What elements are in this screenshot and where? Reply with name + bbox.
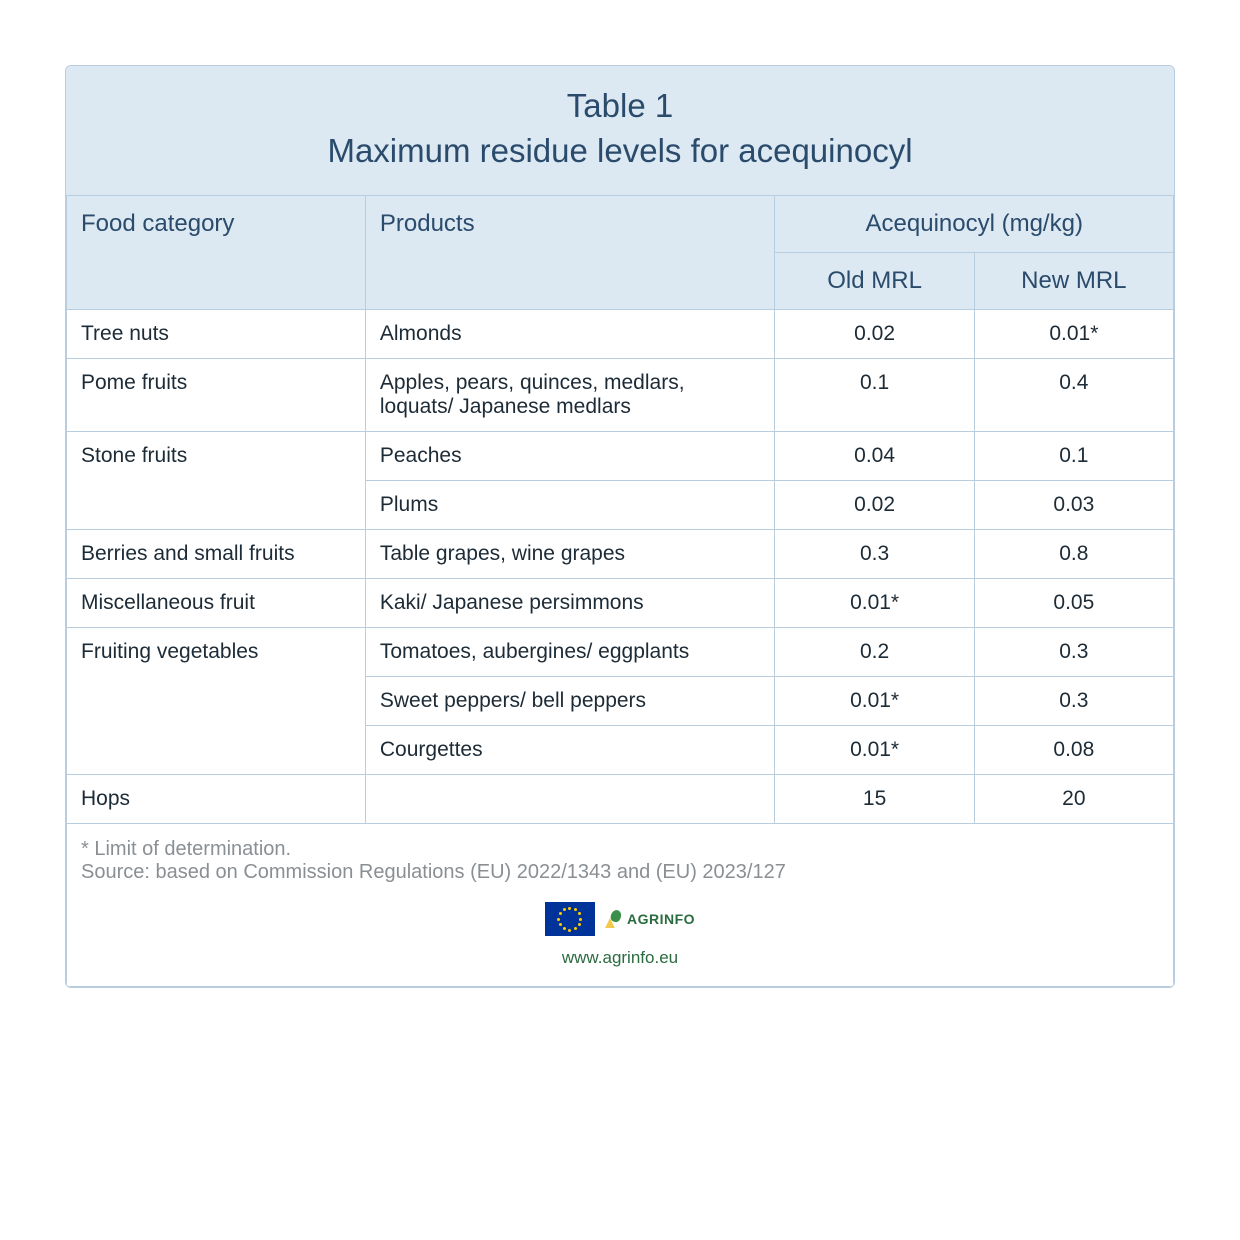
cell-category: Hops: [67, 775, 366, 824]
table-row: Pome fruitsApples, pears, quinces, medla…: [67, 359, 1174, 432]
cell-new-mrl: 0.4: [974, 359, 1173, 432]
cell-old-mrl: 0.01*: [775, 726, 974, 775]
table-row: Fruiting vegetablesTomatoes, aubergines/…: [67, 628, 1174, 677]
cell-product: Peaches: [365, 432, 775, 481]
cell-category: Tree nuts: [67, 310, 366, 359]
agrinfo-logo: AGRINFO: [605, 910, 695, 928]
table-row: Tree nutsAlmonds0.020.01*: [67, 310, 1174, 359]
cell-old-mrl: 0.01*: [775, 579, 974, 628]
cell-new-mrl: 0.05: [974, 579, 1173, 628]
title-line2: Maximum residue levels for acequinocyl: [76, 129, 1164, 174]
col-products: Products: [365, 196, 775, 310]
table-title: Table 1 Maximum residue levels for acequ…: [66, 66, 1174, 195]
cell-product: Kaki/ Japanese persimmons: [365, 579, 775, 628]
cell-product: Tomatoes, aubergines/ eggplants: [365, 628, 775, 677]
cell-new-mrl: 0.3: [974, 677, 1173, 726]
cell-new-mrl: 0.3: [974, 628, 1173, 677]
table-row: Miscellaneous fruitKaki/ Japanese persim…: [67, 579, 1174, 628]
table-row: Berries and small fruitsTable grapes, wi…: [67, 530, 1174, 579]
cell-old-mrl: 0.04: [775, 432, 974, 481]
col-old-mrl: Old MRL: [775, 253, 974, 310]
cell-product: Sweet peppers/ bell peppers: [365, 677, 775, 726]
table-body: Tree nutsAlmonds0.020.01*Pome fruitsAppl…: [67, 310, 1174, 824]
cell-old-mrl: 0.3: [775, 530, 974, 579]
cell-category: Berries and small fruits: [67, 530, 366, 579]
cell-product: Almonds: [365, 310, 775, 359]
cell-product: [365, 775, 775, 824]
title-line1: Table 1: [76, 84, 1164, 129]
table-panel: Table 1 Maximum residue levels for acequ…: [65, 65, 1175, 988]
cell-old-mrl: 0.02: [775, 310, 974, 359]
cell-new-mrl: 0.8: [974, 530, 1173, 579]
col-food-category: Food category: [67, 196, 366, 310]
footnote: * Limit of determination.: [81, 838, 1159, 861]
cell-old-mrl: 0.1: [775, 359, 974, 432]
cell-new-mrl: 0.01*: [974, 310, 1173, 359]
cell-new-mrl: 20: [974, 775, 1173, 824]
cell-product: Plums: [365, 481, 775, 530]
table-footer: * Limit of determination. Source: based …: [67, 824, 1174, 987]
cell-category: Miscellaneous fruit: [67, 579, 366, 628]
cell-old-mrl: 0.02: [775, 481, 974, 530]
table-row: Hops 1520: [67, 775, 1174, 824]
source-line: Source: based on Commission Regulations …: [81, 861, 1159, 884]
table-row: Stone fruitsPeaches0.040.1: [67, 432, 1174, 481]
logo-block: AGRINFO www.agrinfo.eu: [81, 902, 1159, 968]
cell-old-mrl: 0.01*: [775, 677, 974, 726]
cell-new-mrl: 0.1: [974, 432, 1173, 481]
cell-new-mrl: 0.03: [974, 481, 1173, 530]
col-new-mrl: New MRL: [974, 253, 1173, 310]
cell-old-mrl: 15: [775, 775, 974, 824]
site-url[interactable]: www.agrinfo.eu: [81, 948, 1159, 968]
cell-category: Pome fruits: [67, 359, 366, 432]
cell-old-mrl: 0.2: [775, 628, 974, 677]
cell-product: Courgettes: [365, 726, 775, 775]
cell-product: Table grapes, wine grapes: [365, 530, 775, 579]
agrinfo-mark-icon: [605, 910, 623, 928]
col-substance: Acequinocyl (mg/kg): [775, 196, 1174, 253]
mrl-table: Food category Products Acequinocyl (mg/k…: [66, 195, 1174, 987]
cell-new-mrl: 0.08: [974, 726, 1173, 775]
cell-product: Apples, pears, quinces, medlars, loquats…: [365, 359, 775, 432]
agrinfo-label: AGRINFO: [627, 911, 695, 927]
cell-category: Stone fruits: [67, 432, 366, 530]
eu-flag-icon: [545, 902, 595, 936]
cell-category: Fruiting vegetables: [67, 628, 366, 775]
